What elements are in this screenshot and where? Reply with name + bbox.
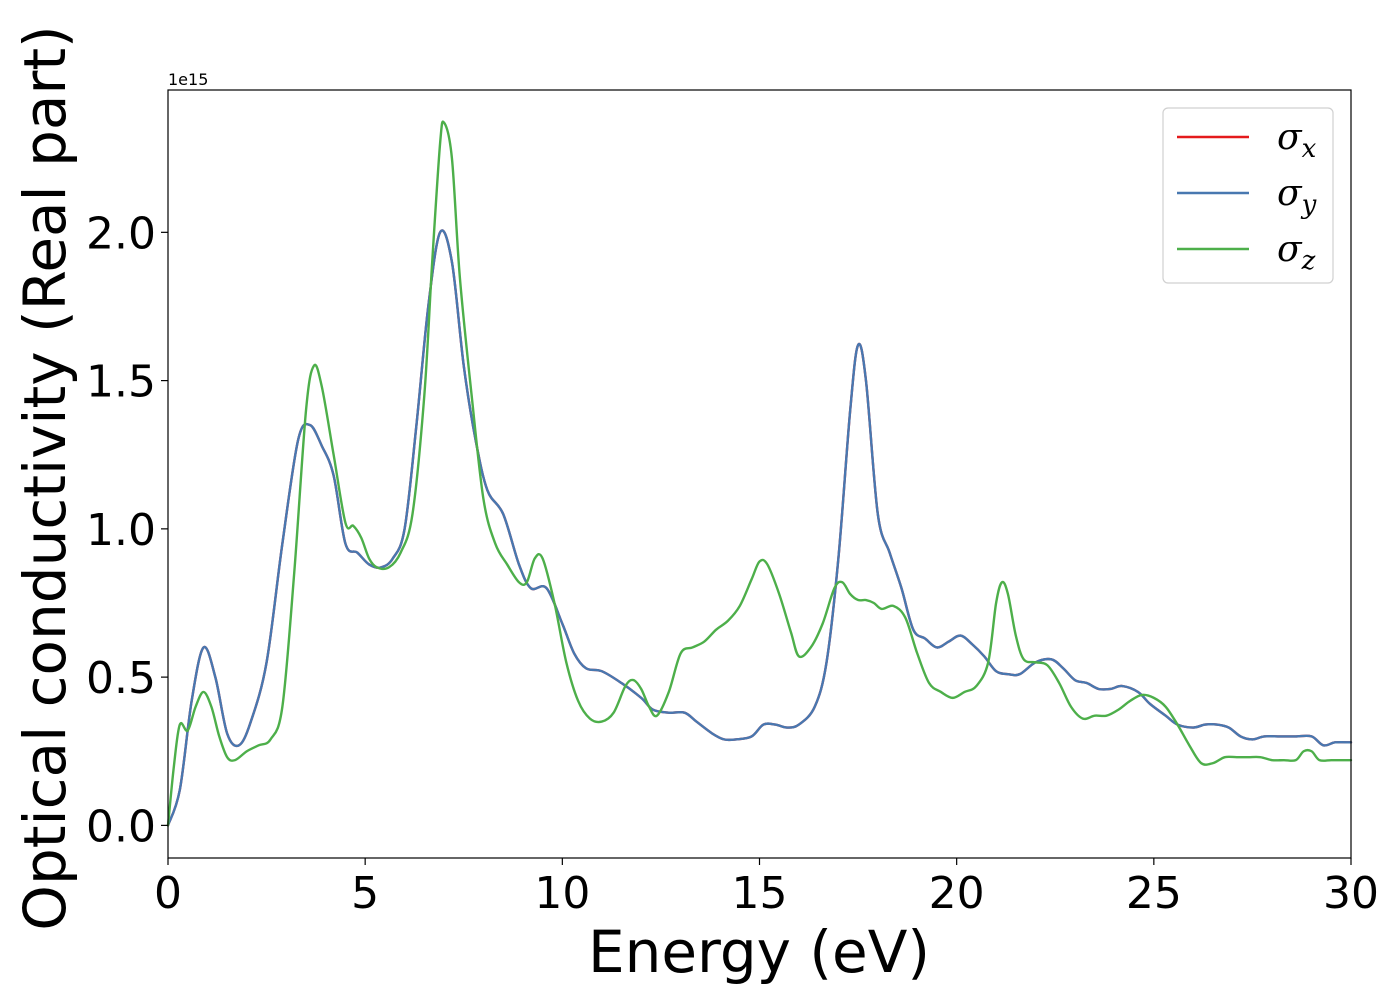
legend-box — [1162, 107, 1334, 284]
series-layer — [166, 120, 1353, 827]
x-tick-label: 30 — [1323, 868, 1379, 919]
y-axis-label: Optical conductivity (Real part) — [11, 25, 79, 930]
y-tick-label: 0.0 — [86, 801, 156, 852]
series-line-y — [166, 229, 1353, 827]
y-tick-label: 1.5 — [86, 357, 156, 408]
y-tick-label: 0.5 — [86, 653, 156, 704]
x-tick-label: 15 — [732, 868, 788, 919]
x-axis-label: Energy (eV) — [588, 918, 930, 986]
axes-layer: 0 5 10 15 20 25 30 0.0 0.5 1.0 1.5 2.0 — [86, 208, 1379, 919]
legend-label-x: σx — [1277, 117, 1317, 164]
x-tick-label: 20 — [929, 868, 985, 919]
y-tick-label: 2.0 — [86, 208, 156, 259]
series-line-z — [166, 120, 1353, 827]
y-tick-label: 1.0 — [86, 505, 156, 556]
x-tick-label: 0 — [154, 868, 182, 919]
x-tick-label: 5 — [351, 868, 379, 919]
x-tick-label: 10 — [534, 868, 590, 919]
x-tick-label: 25 — [1126, 868, 1182, 919]
y-offset-label: 1e15 — [168, 70, 208, 89]
series-line-x — [166, 229, 1353, 827]
